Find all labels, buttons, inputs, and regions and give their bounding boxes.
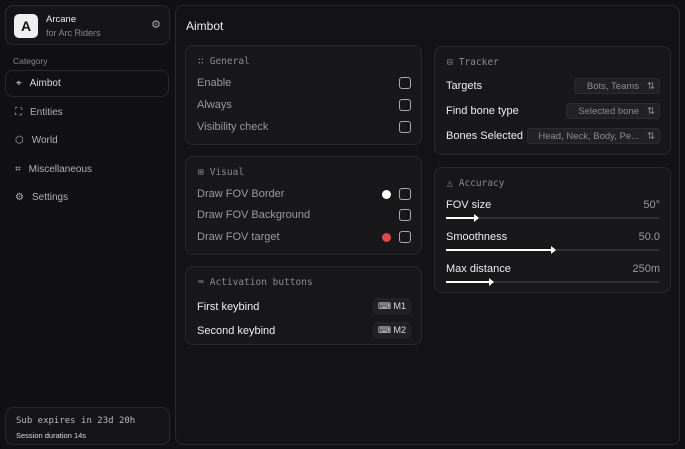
crosshair-icon: ⌖ (16, 78, 22, 89)
page-title: Aimbot (186, 19, 224, 33)
draw-fov-background-row[interactable]: Draw FOV Background (197, 209, 411, 221)
sub-expiry: Sub expires in 23d 20h (16, 416, 136, 426)
visibility-check-checkbox[interactable] (399, 121, 411, 133)
globe-icon: ⬡ (15, 135, 24, 146)
sidebar-item-label: Entities (30, 107, 63, 118)
draw-fov-target-row[interactable]: Draw FOV target (197, 231, 411, 243)
category-label: Category (13, 56, 48, 66)
first-keybind-button[interactable]: ⌨ M1 (372, 298, 411, 315)
general-card: ∷ General Enable Always Visibility check (185, 45, 422, 145)
chevron-updown-icon: ⇅ (647, 105, 655, 117)
find-bone-type-row: Find bone type Selected bone ⇅ (446, 103, 660, 119)
draw-fov-border-checkbox[interactable] (399, 188, 411, 200)
gear-icon: ⚙ (15, 192, 24, 203)
enable-checkbox[interactable] (399, 77, 411, 89)
tracker-icon: ⊟ (447, 57, 453, 68)
targets-select[interactable]: Bots, Teams ⇅ (574, 78, 660, 94)
general-title: ∷ General (198, 56, 250, 67)
sidebar-item-aimbot[interactable]: ⌖ Aimbot (5, 70, 169, 97)
always-row[interactable]: Always (197, 99, 411, 111)
max-distance-value: 250m (632, 263, 660, 275)
smoothness-row: Smoothness 50.0 (446, 231, 660, 243)
chevron-updown-icon: ⇅ (647, 130, 655, 142)
smoothness-label: Smoothness (446, 231, 508, 243)
tracker-card: ⊟ Tracker Targets Bots, Teams ⇅ Find bone t… (434, 46, 671, 155)
gear-icon[interactable]: ⚙ (151, 19, 161, 31)
max-distance-label: Max distance (446, 263, 511, 275)
sidebar-item-entities[interactable]: ⛶ Entities (5, 99, 169, 126)
draw-fov-background-checkbox[interactable] (399, 209, 411, 221)
triangle-icon: △ (447, 178, 453, 189)
activation-card: ⌨ Activation buttons First keybind ⌨ M1 Se… (185, 266, 422, 345)
enable-row[interactable]: Enable (197, 77, 411, 89)
second-keybind-button[interactable]: ⌨ M2 (372, 322, 411, 339)
visual-card: ⊞ Visual Draw FOV Border Draw FOV Backgro… (185, 156, 422, 255)
fov-size-label: FOV size (446, 199, 492, 211)
subscription-card: Sub expires in 23d 20h Session duration … (5, 407, 170, 445)
bones-selected-row: Bones Selected Head, Neck, Body, Pe... ⇅ (446, 128, 660, 144)
second-keybind-row: Second keybind ⌨ M2 (197, 322, 411, 339)
max-distance-slider[interactable] (446, 278, 659, 286)
smoothness-handle[interactable] (550, 246, 556, 254)
chevron-updown-icon: ⇅ (647, 80, 655, 92)
activation-title: ⌨ Activation buttons (198, 277, 313, 288)
color-picker-white[interactable] (382, 189, 391, 199)
smoothness-slider[interactable] (446, 246, 659, 254)
max-distance-handle[interactable] (488, 278, 494, 286)
smoothness-value: 50.0 (638, 231, 660, 243)
dots-icon: ∷ (198, 56, 204, 67)
accuracy-title: △ Accuracy (447, 178, 505, 189)
sidebar-item-label: World (31, 135, 58, 146)
sidebar-item-miscellaneous[interactable]: ⌗ Miscellaneous (5, 156, 169, 183)
sidebar-item-world[interactable]: ⬡ World (5, 127, 169, 154)
max-distance-fill (446, 281, 491, 283)
accuracy-card: △ Accuracy FOV size 50° Smoothness 50.0 Max… (434, 167, 671, 293)
draw-fov-target-checkbox[interactable] (399, 231, 411, 243)
app-header-card: A Arcane for Arc Riders ⚙ (5, 5, 170, 45)
fov-size-value: 50° (643, 199, 660, 211)
fov-size-handle[interactable] (473, 214, 479, 222)
sidebar-item-label: Miscellaneous (28, 164, 93, 175)
max-distance-row: Max distance 250m (446, 263, 660, 275)
fov-size-row: FOV size 50° (446, 199, 660, 211)
sidebar-item-settings[interactable]: ⚙ Settings (5, 184, 169, 211)
scan-icon: ⛶ (15, 107, 22, 118)
tracker-title: ⊟ Tracker (447, 57, 499, 68)
draw-fov-border-row[interactable]: Draw FOV Border (197, 188, 411, 200)
bone-type-select[interactable]: Selected bone ⇅ (566, 103, 660, 119)
app-subtitle: for Arc Riders (46, 28, 101, 38)
visual-icon: ⊞ (198, 167, 204, 178)
smoothness-fill (446, 249, 553, 251)
keyboard-icon: ⌨ (198, 277, 204, 288)
color-picker-red[interactable] (382, 232, 391, 242)
visual-title: ⊞ Visual (198, 167, 245, 178)
session-duration: Session duration 14s (16, 431, 87, 440)
bones-select[interactable]: Head, Neck, Body, Pe... ⇅ (527, 128, 660, 144)
sidebar-item-label: Aimbot (29, 78, 61, 89)
app-name: Arcane (46, 14, 77, 25)
app-logo: A (14, 14, 38, 38)
targets-row: Targets Bots, Teams ⇅ (446, 78, 660, 94)
always-checkbox[interactable] (399, 99, 411, 111)
grid-icon: ⌗ (15, 164, 21, 175)
visibility-check-row[interactable]: Visibility check (197, 121, 411, 133)
sidebar-item-label: Settings (31, 192, 69, 203)
fov-size-slider[interactable] (446, 214, 659, 222)
first-keybind-row: First keybind ⌨ M1 (197, 298, 411, 315)
fov-size-fill (446, 217, 476, 219)
